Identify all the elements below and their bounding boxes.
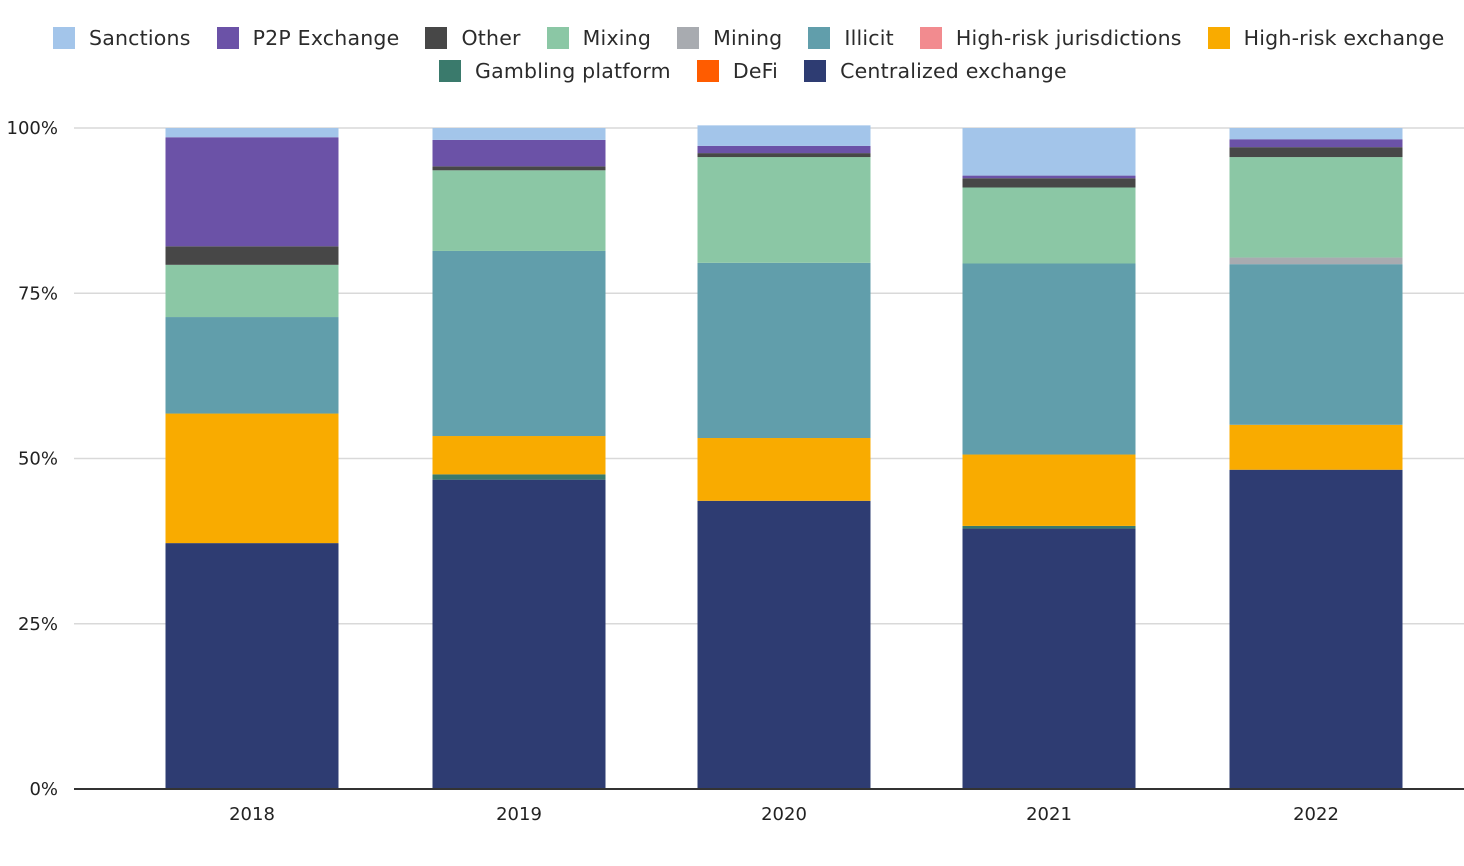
bar-segment-illicit-2021 (962, 263, 1136, 455)
bar-segment-high-risk-exchange-2021 (962, 454, 1136, 526)
legend-item-high-risk-exchange: High-risk exchange (1207, 26, 1445, 50)
legend-swatch-p2p-exchange (216, 27, 239, 49)
bar-group-2019 (432, 128, 606, 789)
bar-segment-other-2019 (432, 166, 606, 171)
legend-item-centralized-exchange: Centralized exchange (804, 59, 1067, 83)
legend-label-high-risk-jurisdictions: High-risk jurisdictions (955, 26, 1182, 50)
legend-label-sanctions: Sanctions (89, 26, 191, 50)
legend-swatch-high-risk-jurisdictions (919, 27, 942, 49)
legend-label-gambling-platform: Gambling platform (475, 59, 671, 83)
bar-segment-sanctions-2021 (962, 128, 1136, 176)
legend-label-other: Other (461, 26, 521, 50)
bar-segments (165, 125, 1403, 789)
bar-segment-centralized-exchange-2019 (432, 479, 606, 789)
bar-segment-illicit-2018 (165, 317, 339, 414)
bar-segment-centralized-exchange-2022 (1229, 469, 1403, 789)
legend-item-mixing: Mixing (546, 26, 652, 50)
legend-row-2: Gambling platform DeFi Centralized exchang… (0, 54, 1464, 88)
bar-segment-other-2022 (1229, 147, 1403, 158)
legend-item-gambling-platform: Gambling platform (439, 59, 671, 83)
legend-item-sanctions: Sanctions (53, 26, 191, 50)
legend-label-high-risk-exchange: High-risk exchange (1243, 26, 1445, 50)
bar-segment-sanctions-2018 (165, 128, 339, 138)
x-tick-label: 2022 (1293, 804, 1339, 825)
legend-swatch-mixing (546, 27, 569, 49)
x-tick-label: 2021 (1026, 804, 1072, 825)
legend-swatch-other (425, 27, 448, 49)
legend-swatch-sanctions (53, 27, 75, 49)
bar-segment-high-risk-exchange-2020 (697, 438, 871, 501)
bar-group-2018 (165, 128, 339, 789)
bar-segment-mixing-2022 (1229, 157, 1403, 258)
bar-segment-illicit-2022 (1229, 264, 1403, 425)
bar-segment-mining-2022 (1229, 257, 1403, 265)
bar-segment-illicit-2020 (697, 262, 871, 439)
legend-row-1: Sanctions P2P Exchange Other Mixing Mining Il… (0, 21, 1464, 55)
bar-segment-high-risk-exchange-2022 (1229, 424, 1403, 470)
y-tick-label: 25% (18, 614, 58, 635)
bar-group-2021 (962, 128, 1136, 789)
legend-label-p2p-exchange: P2P Exchange (252, 26, 400, 50)
bar-segment-p2p-exchange-2018 (165, 137, 339, 247)
legend-item-p2p-exchange: P2P Exchange (216, 26, 400, 50)
legend-swatch-defi (696, 60, 719, 82)
x-tick-label: 2019 (496, 804, 542, 825)
legend-item-defi: DeFi (696, 59, 779, 83)
bar-segment-centralized-exchange-2018 (165, 543, 339, 789)
bar-segment-high-risk-exchange-2019 (432, 436, 606, 475)
legend-item-mining: Mining (677, 26, 782, 50)
bar-segment-gambling-platform-2019 (432, 474, 606, 480)
legend-item-high-risk-jurisdictions: High-risk jurisdictions (919, 26, 1182, 50)
bar-segment-mixing-2020 (697, 157, 871, 263)
bar-group-2020 (697, 125, 871, 789)
legend-swatch-mining (677, 27, 700, 49)
bar-segment-p2p-exchange-2019 (432, 139, 606, 167)
x-tick-label: 2020 (761, 804, 807, 825)
bar-segment-sanctions-2019 (432, 128, 606, 140)
bar-segment-other-2018 (165, 246, 339, 265)
bar-segment-other-2021 (962, 178, 1136, 188)
bar-segment-high-risk-exchange-2018 (165, 413, 339, 544)
bar-segment-p2p-exchange-2022 (1229, 139, 1403, 148)
legend-label-mining: Mining (713, 26, 783, 50)
bar-segment-sanctions-2020 (697, 125, 871, 146)
legend-swatch-gambling-platform (439, 60, 461, 82)
y-tick-label: 0% (29, 779, 58, 800)
bar-segment-p2p-exchange-2020 (697, 145, 871, 154)
legend-swatch-centralized-exchange (804, 60, 827, 82)
legend-label-centralized-exchange: Centralized exchange (840, 59, 1067, 83)
legend-label-defi: DeFi (732, 59, 779, 83)
bar-group-2022 (1229, 128, 1403, 789)
y-tick-label: 50% (18, 449, 58, 470)
x-tick-label: 2018 (229, 804, 275, 825)
bar-segment-other-2020 (697, 153, 871, 158)
bar-segment-p2p-exchange-2021 (962, 175, 1136, 179)
legend-label-mixing: Mixing (582, 26, 652, 50)
bar-segment-gambling-platform-2021 (962, 525, 1136, 529)
legend-item-other: Other (425, 26, 520, 50)
y-tick-label: 100% (7, 118, 58, 139)
bar-segment-mixing-2021 (962, 187, 1136, 264)
bar-segment-centralized-exchange-2021 (962, 528, 1136, 789)
legend-swatch-illicit (808, 27, 831, 49)
bar-segment-sanctions-2022 (1229, 128, 1403, 140)
y-tick-label: 75% (18, 283, 58, 304)
bar-segment-mixing-2019 (432, 170, 606, 251)
bar-segment-mixing-2018 (165, 264, 339, 318)
legend-label-illicit: Illicit (844, 26, 894, 50)
bar-segment-illicit-2019 (432, 250, 606, 437)
legend-item-illicit: Illicit (808, 26, 894, 50)
legend-swatch-high-risk-exchange (1207, 27, 1230, 49)
axes: 0% 25% 50% 75% 100% 2018 2019 2020 2021 2022 (7, 118, 1464, 825)
bar-segment-centralized-exchange-2020 (697, 500, 871, 789)
